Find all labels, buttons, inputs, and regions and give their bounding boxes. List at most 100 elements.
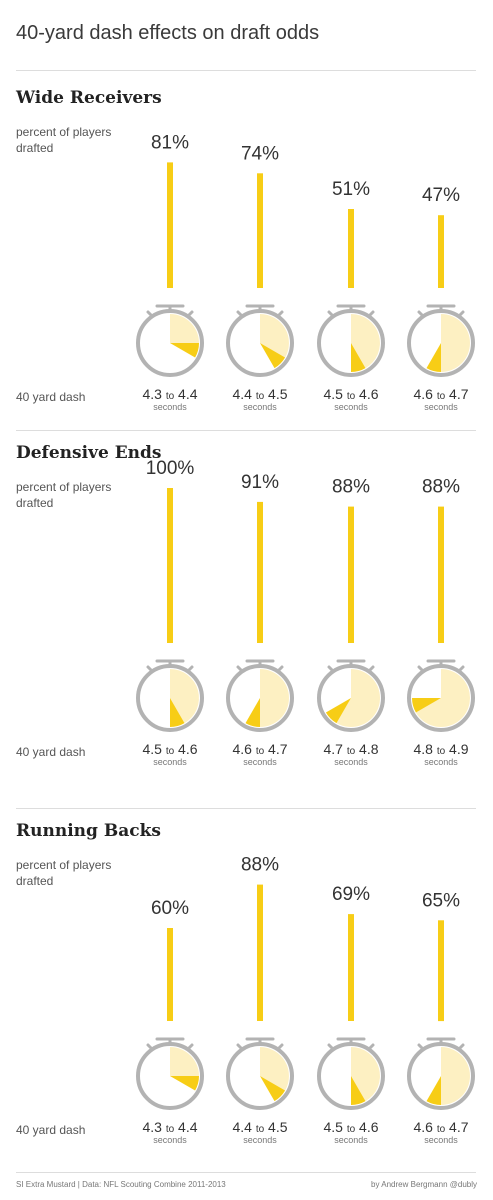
range-to: to <box>347 746 356 757</box>
range-start: 4.6 <box>413 1119 436 1135</box>
range-end: 4.8 <box>355 741 379 757</box>
y-axis-label: percent of players drafted <box>16 125 112 155</box>
x-axis-label: 40 yard dash <box>16 1123 86 1137</box>
bar <box>348 209 354 288</box>
footer-credit: SI Extra Mustard | Data: NFL Scouting Co… <box>16 1180 226 1189</box>
stopwatch-icon <box>317 304 385 377</box>
range-start: 4.6 <box>413 386 436 402</box>
stopwatch-wedge <box>245 698 260 727</box>
stopwatch-icon <box>226 1037 294 1110</box>
x-axis-label: 40 yard dash <box>16 390 86 404</box>
data-label: 65% <box>422 890 460 911</box>
data-label: 51% <box>332 179 370 200</box>
range-end: 4.7 <box>445 1119 469 1135</box>
range-to: to <box>437 391 446 402</box>
bar <box>257 501 263 643</box>
range-end: 4.6 <box>355 1119 379 1135</box>
stopwatch-icon <box>136 304 204 377</box>
stopwatch-wedge <box>412 698 441 713</box>
data-label: 91% <box>241 472 279 493</box>
range-start: 4.4 <box>232 386 255 402</box>
bar <box>167 488 173 643</box>
bar <box>348 914 354 1021</box>
bar <box>167 162 173 288</box>
data-label: 100% <box>146 458 195 479</box>
range-end: 4.4 <box>174 386 198 402</box>
stopwatch-wedge <box>170 343 199 358</box>
range-start: 4.7 <box>323 741 346 757</box>
unit-label: seconds <box>424 1135 458 1145</box>
range-start: 4.8 <box>413 741 436 757</box>
stopwatch-fill <box>336 669 381 727</box>
range-end: 4.7 <box>445 386 469 402</box>
data-label: 47% <box>422 185 460 206</box>
tick-label: 4.5 to 4.6 <box>323 386 378 402</box>
data-label: 74% <box>241 143 279 164</box>
stopwatch-icon <box>136 1037 204 1110</box>
bar <box>438 506 444 643</box>
data-label: 88% <box>332 477 370 498</box>
range-end: 4.4 <box>174 1119 198 1135</box>
range-end: 4.5 <box>264 386 288 402</box>
data-label: 88% <box>422 477 460 498</box>
stopwatch-icon <box>317 1037 385 1110</box>
section-title: Wide Receivers <box>16 88 162 108</box>
unit-label: seconds <box>243 1135 277 1145</box>
range-start: 4.5 <box>323 1119 346 1135</box>
divider <box>16 808 476 809</box>
unit-label: seconds <box>334 757 368 767</box>
data-label: 88% <box>241 855 279 876</box>
unit-label: seconds <box>243 402 277 412</box>
range-to: to <box>347 391 356 402</box>
data-label: 81% <box>151 132 189 153</box>
range-start: 4.6 <box>232 741 255 757</box>
bar <box>257 884 263 1021</box>
unit-label: seconds <box>243 757 277 767</box>
tick-label: 4.4 to 4.5 <box>232 386 287 402</box>
stopwatch-wedge <box>260 1076 286 1102</box>
section-title: Running Backs <box>16 821 161 841</box>
x-axis-label: 40 yard dash <box>16 745 86 759</box>
range-end: 4.6 <box>174 741 198 757</box>
range-start: 4.3 <box>142 1119 165 1135</box>
stopwatch-wedge <box>351 1076 366 1105</box>
wide-receivers-chart: Wide Receivers percent of players drafte… <box>0 88 493 438</box>
stopwatch-icon <box>136 659 204 732</box>
unit-label: seconds <box>153 757 187 767</box>
unit-label: seconds <box>424 757 458 767</box>
divider <box>16 430 476 431</box>
stopwatch-wedge <box>325 698 351 724</box>
stopwatch-fill <box>170 669 199 724</box>
bar <box>167 928 173 1021</box>
bar <box>257 173 263 288</box>
tick-label: 4.7 to 4.8 <box>323 741 378 757</box>
stopwatch-wedge <box>170 1076 199 1091</box>
range-end: 4.5 <box>264 1119 288 1135</box>
stopwatch-icon <box>407 1037 475 1110</box>
stopwatch-icon <box>226 304 294 377</box>
stopwatch-fill <box>260 1047 289 1091</box>
tick-label: 4.6 to 4.7 <box>413 386 468 402</box>
range-start: 4.3 <box>142 386 165 402</box>
divider <box>16 1172 476 1173</box>
unit-label: seconds <box>424 402 458 412</box>
tick-label: 4.5 to 4.6 <box>142 741 197 757</box>
range-start: 4.5 <box>323 386 346 402</box>
bar <box>438 215 444 288</box>
stopwatch-icon <box>407 304 475 377</box>
divider <box>16 70 476 71</box>
stopwatch-fill <box>351 1047 380 1102</box>
unit-label: seconds <box>153 402 187 412</box>
range-to: to <box>347 1124 356 1135</box>
bar <box>438 920 444 1022</box>
stopwatch-wedge <box>260 343 286 369</box>
range-to: to <box>256 1124 265 1135</box>
stopwatch-wedge <box>351 343 366 372</box>
unit-label: seconds <box>334 402 368 412</box>
footer-byline: by Andrew Bergmann @dubly <box>371 1180 477 1189</box>
range-start: 4.4 <box>232 1119 255 1135</box>
tick-label: 4.4 to 4.5 <box>232 1119 287 1135</box>
range-to: to <box>437 746 446 757</box>
